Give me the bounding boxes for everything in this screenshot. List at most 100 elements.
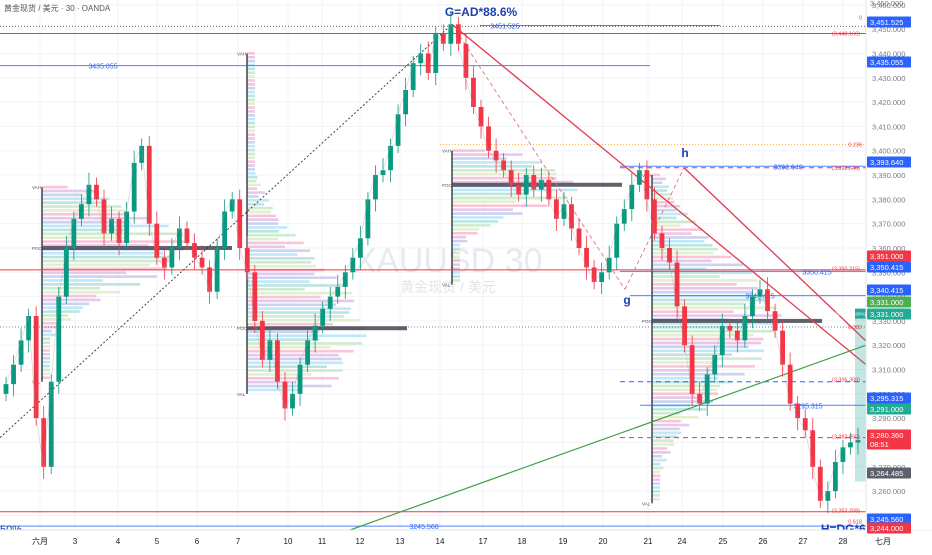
candle-body xyxy=(750,296,755,317)
profile-bar xyxy=(247,361,343,365)
candle-body xyxy=(18,340,24,365)
candle-body xyxy=(395,114,401,146)
profile-bar xyxy=(42,364,50,368)
candle-body xyxy=(508,170,514,185)
y-price-badge xyxy=(867,284,911,296)
y-price-badge xyxy=(867,513,911,525)
y-price-label: 3,331.000 xyxy=(870,298,903,307)
fib-label: (3,252.208) xyxy=(832,509,860,515)
profile-bar xyxy=(247,187,258,191)
candle-body xyxy=(146,145,152,224)
annotation-g: g xyxy=(623,293,630,307)
watermark: XAUUSD 30 黄金现货 / 美元 xyxy=(354,242,543,295)
y-price-badge xyxy=(867,403,911,415)
profile-bar xyxy=(652,322,781,325)
profile-bar xyxy=(247,121,255,125)
y-tick-label: 3,290.000 xyxy=(872,414,905,423)
profile-bar xyxy=(452,153,523,156)
profile-bar xyxy=(452,227,479,231)
x-tick-label: 13 xyxy=(396,537,405,546)
profile-bar xyxy=(247,164,255,167)
candle-body xyxy=(569,204,574,229)
profile-bar xyxy=(247,133,255,136)
candles xyxy=(3,12,861,513)
profile-bar xyxy=(652,259,712,263)
x-tick-label: 4 xyxy=(116,537,121,546)
candle-body xyxy=(312,325,318,341)
profile-bar xyxy=(247,195,259,198)
candle-body xyxy=(795,403,801,419)
profile-bar xyxy=(652,349,764,353)
candle-body xyxy=(848,442,853,448)
profile-bar xyxy=(652,216,677,220)
candle-body xyxy=(855,440,861,443)
profile-bar xyxy=(652,247,718,251)
profile-bar xyxy=(652,415,698,419)
profile-bar xyxy=(42,220,131,224)
profile-bar xyxy=(652,357,762,360)
profile-bar xyxy=(247,226,287,229)
profile-bar xyxy=(247,79,255,82)
profile-bar xyxy=(652,478,660,482)
profile-bar xyxy=(652,290,754,294)
y-price-badge xyxy=(867,438,911,450)
profile-bar xyxy=(247,137,255,140)
profile-vah-label: VAH xyxy=(32,185,41,190)
fib-label: 0.236 xyxy=(848,143,862,149)
profile-bar xyxy=(42,279,103,282)
candle-body xyxy=(418,53,424,64)
candle-body xyxy=(78,204,84,219)
y-tick-label: 3,450.000 xyxy=(872,25,905,34)
profile-bar xyxy=(42,197,110,201)
profile-bar xyxy=(42,201,103,204)
profile-bar xyxy=(42,314,69,317)
y-tick-label: 3,320.000 xyxy=(872,341,905,350)
red-trend-line-h xyxy=(683,167,897,371)
profile-bar xyxy=(652,435,678,439)
profile-bar xyxy=(452,220,499,223)
zigzag-dash-2 xyxy=(624,167,685,290)
candle-body xyxy=(576,228,582,248)
x-tick-label: 18 xyxy=(518,537,527,546)
candle-body xyxy=(599,272,605,283)
profile-bar xyxy=(247,276,337,280)
profile-bar xyxy=(452,216,504,219)
profile-bar xyxy=(652,193,672,196)
y-tick-label: 3,380.000 xyxy=(872,195,905,204)
profile-bar xyxy=(452,165,533,168)
y-tick-label: 3,360.000 xyxy=(872,244,905,253)
candle-body xyxy=(697,393,703,404)
y-price-label: 3,244.000 xyxy=(870,524,903,533)
x-tick-label: 10 xyxy=(284,537,293,546)
profile-bar xyxy=(247,384,332,388)
profile-bar xyxy=(452,200,516,204)
profile-bar xyxy=(42,189,96,193)
y-price-badge xyxy=(867,56,911,68)
level-label: 3451.525 xyxy=(490,24,519,31)
profile-bar xyxy=(652,236,709,239)
y-price-label: 3,340.415 xyxy=(870,286,903,295)
y-tick-label: 3,270.000 xyxy=(872,463,905,472)
zigzag-dash xyxy=(451,24,626,290)
x-tick-label: 27 xyxy=(799,537,808,546)
profile-bar xyxy=(652,197,674,200)
profile-bar xyxy=(452,208,513,211)
profile-bar xyxy=(42,259,170,263)
profile-bar xyxy=(652,369,715,372)
profile-bar xyxy=(247,168,255,171)
y-tick-label: 3,430.000 xyxy=(872,74,905,83)
profile-bar xyxy=(42,349,50,352)
profile-vah-label: VAH xyxy=(237,51,246,56)
fib-label: 0.382 xyxy=(848,325,862,331)
candle-body xyxy=(320,308,326,326)
profile-bar xyxy=(42,368,50,372)
profile-poc-bar xyxy=(452,182,622,187)
profile-vah-label: VAH xyxy=(442,149,451,154)
profile-poc-label: POC xyxy=(642,319,653,324)
profile-bar xyxy=(247,156,255,160)
candle-body xyxy=(101,199,107,234)
profile-val-label: VAL xyxy=(642,501,651,506)
profile-bar xyxy=(247,129,255,133)
